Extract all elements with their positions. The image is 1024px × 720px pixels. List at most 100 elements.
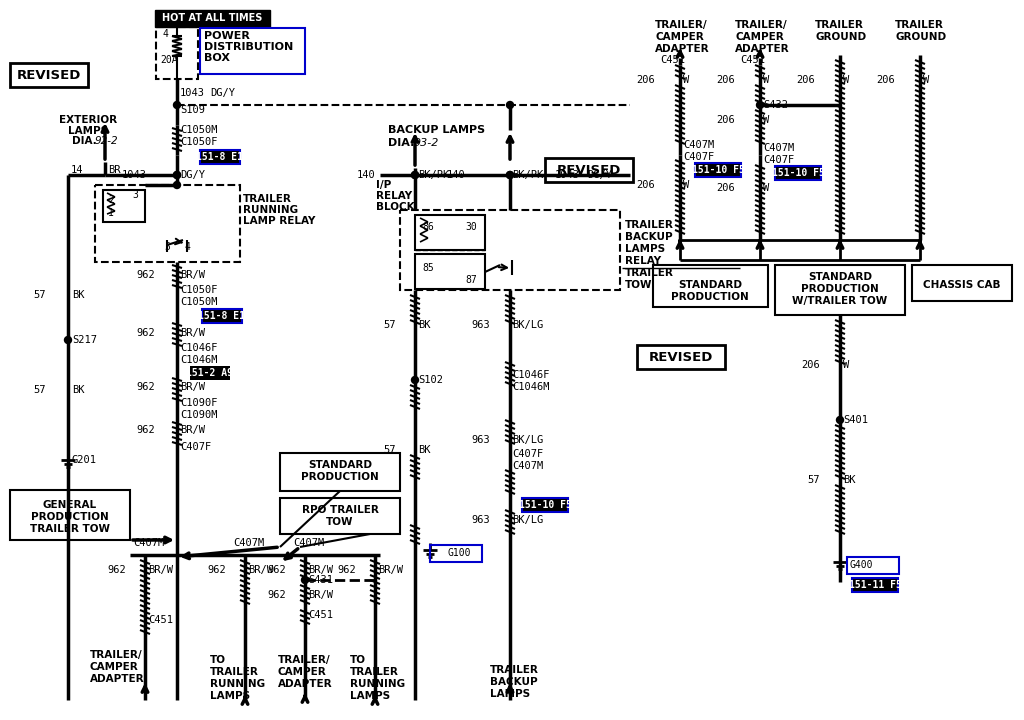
- Text: W: W: [843, 75, 849, 85]
- Circle shape: [837, 416, 844, 423]
- Bar: [10, 63, 88, 87]
- Text: 140: 140: [446, 170, 465, 180]
- Text: C1050M: C1050M: [180, 297, 217, 307]
- Text: STANDARD: STANDARD: [678, 280, 742, 290]
- Text: BK: BK: [72, 290, 85, 300]
- Text: C1050F: C1050F: [180, 285, 217, 295]
- Text: 1043: 1043: [180, 88, 205, 98]
- Text: 1043: 1043: [122, 170, 147, 180]
- Text: C407M: C407M: [683, 140, 715, 150]
- Text: W: W: [763, 183, 769, 193]
- Text: PRODUCTION: PRODUCTION: [671, 292, 749, 302]
- Text: S217: S217: [72, 335, 97, 345]
- Text: TO: TO: [350, 655, 366, 665]
- Text: TRAILER TOW: TRAILER TOW: [30, 524, 110, 534]
- Text: 962: 962: [136, 382, 155, 392]
- Text: C407F: C407F: [763, 155, 795, 165]
- Text: RUNNING: RUNNING: [243, 205, 298, 215]
- Text: S102: S102: [418, 375, 443, 385]
- Text: CAMPER: CAMPER: [90, 662, 138, 672]
- Text: RELAY: RELAY: [625, 256, 662, 266]
- Text: TRAILER: TRAILER: [210, 667, 259, 677]
- Text: EXTERIOR: EXTERIOR: [59, 115, 117, 125]
- Text: ADAPTER: ADAPTER: [278, 679, 333, 689]
- Text: C1050F: C1050F: [180, 137, 217, 147]
- Text: CAMPER: CAMPER: [735, 32, 783, 42]
- Text: W: W: [843, 360, 849, 370]
- Text: 151-10 F5: 151-10 F5: [691, 165, 744, 175]
- Text: CHASSIS CAB: CHASSIS CAB: [924, 280, 1000, 290]
- Text: C1046M: C1046M: [180, 355, 217, 365]
- Text: BR/W: BR/W: [308, 565, 333, 575]
- Circle shape: [173, 181, 180, 189]
- Text: 3: 3: [132, 190, 138, 200]
- Text: W: W: [923, 75, 929, 85]
- Bar: [637, 345, 725, 369]
- Text: ADAPTER: ADAPTER: [735, 44, 790, 54]
- Text: GROUND: GROUND: [815, 32, 866, 42]
- Text: 14: 14: [71, 165, 83, 175]
- Bar: [775, 265, 905, 315]
- Text: 92-2: 92-2: [95, 136, 119, 146]
- Bar: [653, 265, 768, 307]
- Text: 20A: 20A: [160, 55, 177, 65]
- Text: 962: 962: [136, 425, 155, 435]
- Text: DG/Y: DG/Y: [210, 88, 234, 98]
- Text: PRODUCTION: PRODUCTION: [801, 284, 879, 294]
- Text: BR: BR: [108, 165, 121, 175]
- Text: STANDARD: STANDARD: [308, 460, 372, 470]
- Bar: [912, 265, 1012, 301]
- Text: TRAILER: TRAILER: [350, 667, 399, 677]
- Text: TRAILER: TRAILER: [625, 220, 674, 230]
- Text: TO: TO: [210, 655, 226, 665]
- Text: GENERAL: GENERAL: [43, 500, 97, 510]
- Text: BR/W: BR/W: [378, 565, 403, 575]
- Text: 962: 962: [108, 565, 126, 575]
- Text: GROUND: GROUND: [895, 32, 946, 42]
- Text: 57: 57: [34, 385, 46, 395]
- Text: C451: C451: [148, 615, 173, 625]
- Text: C407M: C407M: [512, 461, 544, 471]
- Text: S401: S401: [843, 415, 868, 425]
- Text: 57: 57: [808, 475, 820, 485]
- Text: RUNNING: RUNNING: [210, 679, 265, 689]
- Text: BR/W: BR/W: [248, 565, 273, 575]
- Text: REVISED: REVISED: [16, 68, 81, 81]
- Text: LAMPS: LAMPS: [68, 126, 109, 136]
- Text: 962: 962: [267, 590, 286, 600]
- Text: TRAILER: TRAILER: [243, 194, 292, 204]
- Text: BK: BK: [843, 475, 855, 485]
- Text: LAMP RELAY: LAMP RELAY: [243, 216, 315, 226]
- Text: C407F: C407F: [512, 449, 544, 459]
- Text: 206: 206: [801, 360, 820, 370]
- Text: RPO TRAILER: RPO TRAILER: [301, 505, 379, 515]
- Text: 86: 86: [422, 222, 434, 232]
- Text: 206: 206: [716, 75, 735, 85]
- Text: C407M: C407M: [233, 538, 264, 548]
- Text: STANDARD: STANDARD: [808, 272, 872, 282]
- Bar: [522, 498, 567, 512]
- Bar: [847, 557, 899, 574]
- Text: C1046F: C1046F: [180, 343, 217, 353]
- Text: TRAILER/: TRAILER/: [735, 20, 787, 30]
- Text: TOW: TOW: [327, 517, 353, 527]
- Text: 57: 57: [34, 290, 46, 300]
- Text: TRAILER/: TRAILER/: [278, 655, 331, 665]
- Text: 4: 4: [162, 29, 168, 39]
- Text: G201: G201: [72, 455, 97, 465]
- Text: G400: G400: [850, 560, 873, 570]
- Text: TRAILER: TRAILER: [490, 665, 539, 675]
- Text: C451: C451: [740, 55, 765, 65]
- Text: DG/Y: DG/Y: [180, 170, 205, 180]
- Text: 206: 206: [636, 180, 655, 190]
- Text: 2: 2: [109, 195, 114, 205]
- Text: BK/LG: BK/LG: [512, 515, 544, 525]
- Text: CAMPER: CAMPER: [278, 667, 327, 677]
- Text: C1050M: C1050M: [180, 125, 217, 135]
- Circle shape: [757, 102, 764, 109]
- Text: W: W: [683, 75, 689, 85]
- Text: BR/W: BR/W: [180, 425, 205, 435]
- Bar: [415, 254, 485, 289]
- Bar: [10, 490, 130, 540]
- Bar: [202, 310, 243, 323]
